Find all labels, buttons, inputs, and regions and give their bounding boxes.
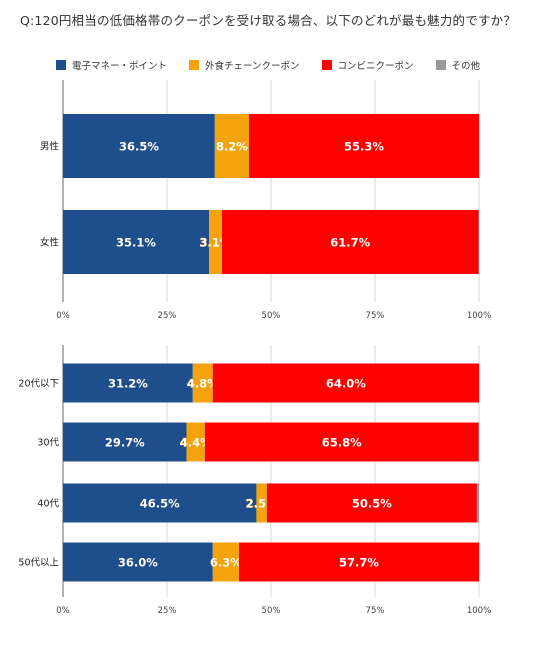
legend-item: 外食チェーンクーポン [188,58,300,72]
category-label: 30代 [37,438,59,449]
legend-swatch [435,60,446,70]
data-label: 31.2% [108,377,148,391]
data-label: 6.3% [210,556,242,570]
category-label: 女性 [40,237,60,249]
legend-swatch [321,60,332,70]
category-label: 男性 [40,141,60,153]
x-tick-label: 25% [158,311,177,321]
bar-segment [192,363,213,403]
bar-segment [476,483,479,523]
legend-swatch [55,60,66,70]
x-tick-label: 100% [467,311,491,321]
category-label: 20代以下 [18,379,59,390]
bar-segment [186,422,205,462]
data-label: 65.8% [322,436,362,450]
bar-segment [266,483,477,523]
bar-segment [212,542,239,582]
data-label: 55.3% [344,140,384,154]
x-tick-label: 75% [366,606,385,616]
data-label: 61.7% [330,236,370,250]
data-label: 36.5% [119,140,159,154]
bar-segment [214,114,249,178]
bar-segment [248,114,479,178]
bar-segment [204,422,479,462]
x-tick-label: 25% [158,606,177,616]
category-label: 40代 [37,499,59,510]
legend-swatch [188,60,199,70]
data-label: 50.5% [352,497,392,511]
x-tick-label: 0% [56,606,70,616]
data-label: 35.1% [116,236,156,250]
bar-segment [238,542,479,582]
legend-label: その他 [451,61,481,72]
legend-label: 電子マネー・ポイント [71,61,167,72]
data-label: 4.4% [180,436,212,450]
data-label: 57.7% [339,556,379,570]
data-label: 46.5% [140,497,180,511]
bar-segment [209,210,222,274]
data-label: 4.8% [187,377,219,391]
legend-label: コンビニクーポン [337,61,414,72]
bar-segment [256,483,267,523]
x-tick-label: 50% [262,606,281,616]
x-tick-label: 0% [56,311,70,321]
x-tick-label: 50% [262,311,281,321]
data-label: 8.2% [216,140,248,154]
category-label: 50代以上 [18,558,59,569]
legend-item: その他 [435,58,481,72]
bar-segment [63,483,257,523]
legend: 電子マネー・ポイント 外食チェーンクーポン コンビニクーポン その他 [0,58,536,72]
data-label: 29.7% [105,436,145,450]
bar-segment [221,210,479,274]
bar-segment [63,210,210,274]
bar-segment [63,542,213,582]
legend-item: 電子マネー・ポイント [55,58,167,72]
x-tick-label: 75% [366,311,385,321]
bar-segment [63,114,215,178]
bar-segment [212,363,479,403]
data-label: 64.0% [326,377,366,391]
legend-item: コンビニクーポン [321,58,414,72]
chart-title: Q:120円相当の低価格帯のクーポンを受け取る場合、以下のどれが最も魅力的ですか… [19,13,517,28]
data-label: 36.0% [118,556,158,570]
x-tick-label: 100% [467,606,491,616]
bar-segment [63,363,193,403]
legend-label: 外食チェーンクーポン [204,61,300,72]
bar-segment [63,422,187,462]
